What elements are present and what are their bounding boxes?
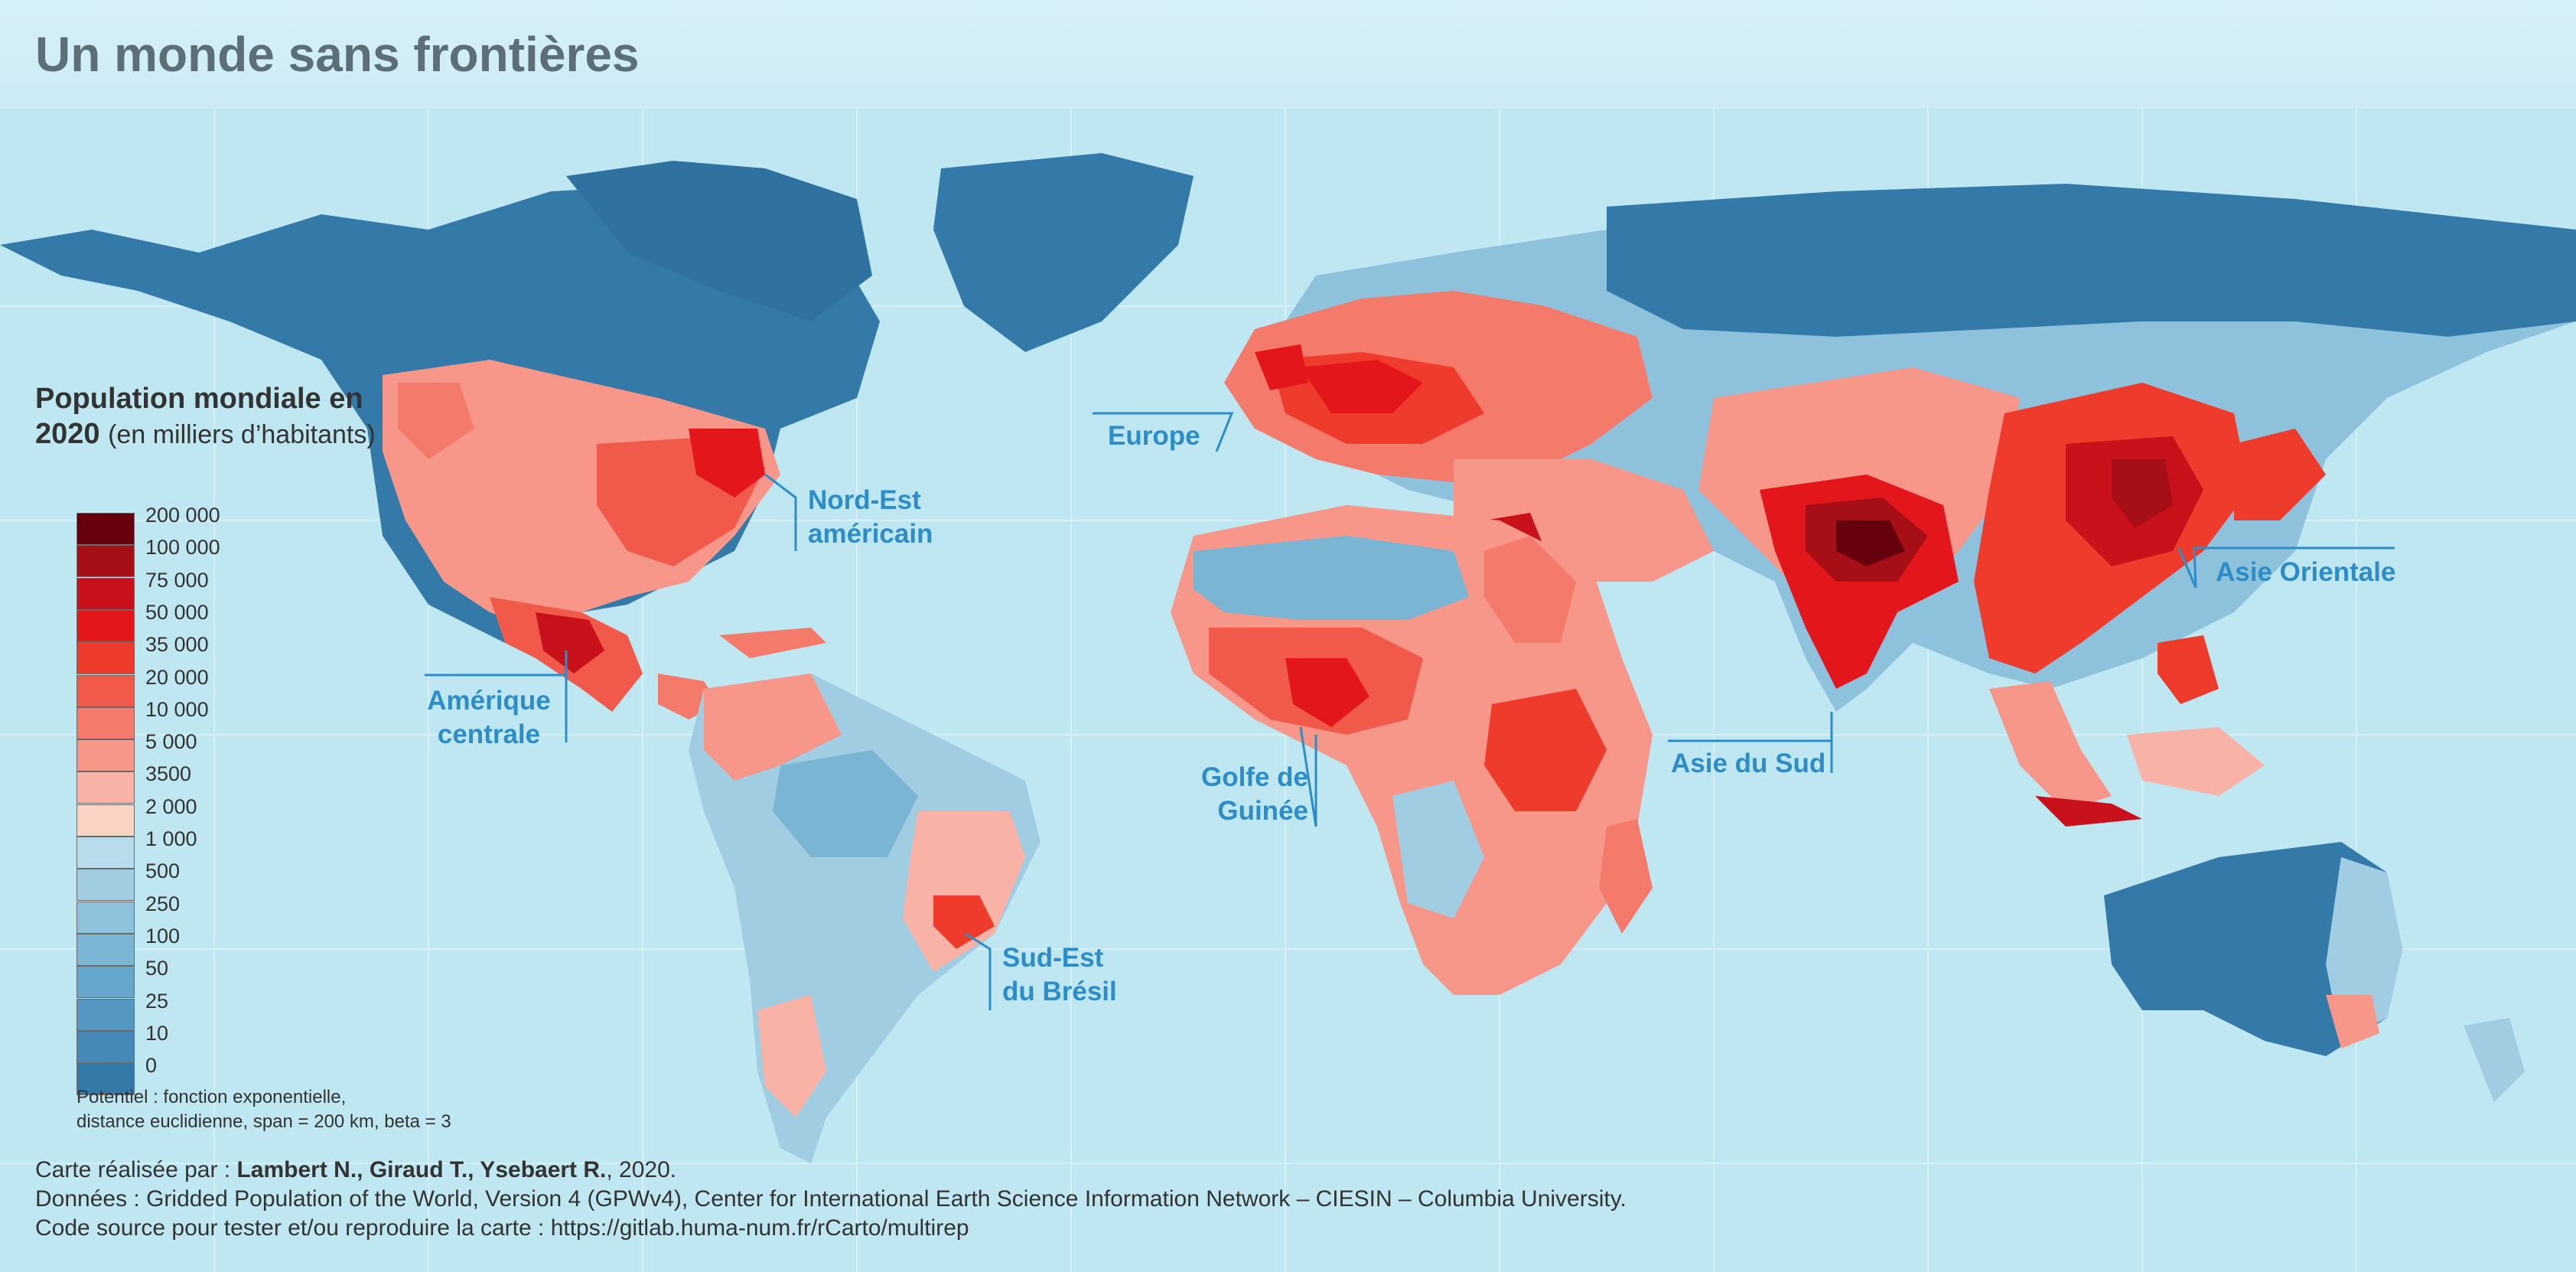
australia — [2104, 842, 2525, 1102]
legend-swatch — [77, 642, 135, 675]
callout-leaders — [425, 412, 2395, 1010]
legend-label: 50 — [145, 957, 169, 980]
callout-sud-est-bresil-line2: du Brésil — [1002, 977, 1117, 1006]
eurasia — [1224, 184, 2576, 712]
callout-asie-orientale-line1: Asie Orientale — [2216, 557, 2396, 587]
legend-label: 200 000 — [145, 504, 220, 527]
credits: Carte réalisée par : Lambert N., Giraud … — [35, 1156, 1627, 1243]
credits-suffix: , 2020. — [606, 1157, 677, 1182]
legend-label: 0 — [145, 1054, 158, 1078]
callout-nord-est: Nord-Est américain — [808, 484, 933, 551]
legend-title-bold: Population mondiale en 2020 — [35, 383, 363, 450]
credits-authors: Lambert N., Giraud T., Ysebaert R. — [236, 1157, 607, 1182]
legend-swatch — [77, 1030, 135, 1063]
legend-swatch — [77, 609, 135, 642]
callout-golfe-guinee-line1: Golfe de — [1200, 762, 1308, 792]
legend-swatch — [77, 933, 135, 966]
callout-europe-line1: Europe — [1108, 421, 1200, 451]
legend-swatch — [77, 869, 135, 902]
legend-label: 2 000 — [145, 794, 197, 818]
legend-note-line1: Potentiel : fonction exponentielle, — [77, 1087, 347, 1107]
legend-label: 100 000 — [145, 536, 220, 559]
credits-prefix: Carte réalisée par : — [35, 1157, 231, 1182]
callout-golfe-guinee: Golfe de Guinée — [1194, 761, 1308, 828]
legend-label: 20 000 — [145, 665, 209, 689]
southeast-asia — [1989, 635, 2265, 827]
legend-swatch — [77, 739, 135, 772]
world-map — [0, 109, 2576, 1272]
callout-amerique-centrale: Amérique centrale — [424, 684, 554, 752]
map-title: Un monde sans frontières — [35, 27, 640, 82]
legend-swatch — [77, 706, 135, 739]
legend-label: 250 — [145, 892, 181, 915]
callout-golfe-guinee-line2: Guinée — [1217, 796, 1308, 826]
legend-label: 100 — [145, 924, 181, 947]
legend-swatch — [77, 1063, 135, 1096]
credits-line3: Code source pour tester et/ou reproduire… — [35, 1215, 969, 1241]
credits-line2: Données : Gridded Population of the Worl… — [35, 1186, 1627, 1212]
legend-title: Population mondiale en 2020 (en milliers… — [35, 381, 402, 452]
legend-swatch — [77, 837, 135, 869]
legend-swatch — [77, 998, 135, 1031]
callout-asie-du-sud: Asie du Sud — [1671, 747, 1825, 781]
legend-label: 10 000 — [145, 697, 209, 721]
callout-nord-est-line1: Nord-Est — [808, 485, 921, 515]
legend-note-line2: distance euclidienne, span = 200 km, bet… — [77, 1111, 451, 1132]
callout-asie-orientale: Asie Orientale — [2216, 556, 2395, 589]
greenland — [933, 153, 1194, 352]
legend-label: 25 — [145, 989, 169, 1013]
legend-swatch — [77, 901, 135, 934]
credits-line1: Carte réalisée par : Lambert N., Giraud … — [35, 1156, 1627, 1185]
callout-sud-est-bresil-line1: Sud-Est — [1002, 943, 1104, 973]
callout-amerique-centrale-line2: centrale — [437, 719, 541, 749]
callout-amerique-centrale-line1: Amérique — [427, 686, 551, 716]
africa — [1171, 505, 1653, 995]
legend-title-sub: (en milliers d’habitants) — [108, 420, 376, 449]
legend-label: 5 000 — [145, 730, 197, 754]
legend-swatch — [77, 674, 135, 707]
callout-sud-est-bresil: Sud-Est du Brésil — [1002, 941, 1117, 1009]
legend-label: 500 — [145, 859, 181, 883]
north-america — [0, 161, 880, 719]
legend-swatch — [77, 513, 135, 545]
legend-swatch — [77, 804, 135, 837]
legend-label: 3500 — [145, 762, 192, 786]
legend-label: 75 000 — [145, 568, 209, 592]
legend-label: 35 000 — [145, 633, 209, 657]
callout-asie-du-sud-line1: Asie du Sud — [1671, 749, 1826, 778]
legend-note: Potentiel : fonction exponentielle, dist… — [77, 1085, 451, 1134]
legend-swatch — [77, 966, 135, 999]
legend-swatch — [77, 771, 135, 804]
legend-swatch — [77, 577, 135, 610]
legend-label: 50 000 — [145, 600, 209, 624]
legend-swatch — [77, 545, 135, 578]
callout-europe: Europe — [1108, 419, 1200, 453]
legend-label: 1 000 — [145, 827, 197, 850]
legend-label: 10 — [145, 1021, 169, 1045]
south-america — [689, 674, 1040, 1163]
callout-nord-est-line2: américain — [808, 519, 933, 549]
